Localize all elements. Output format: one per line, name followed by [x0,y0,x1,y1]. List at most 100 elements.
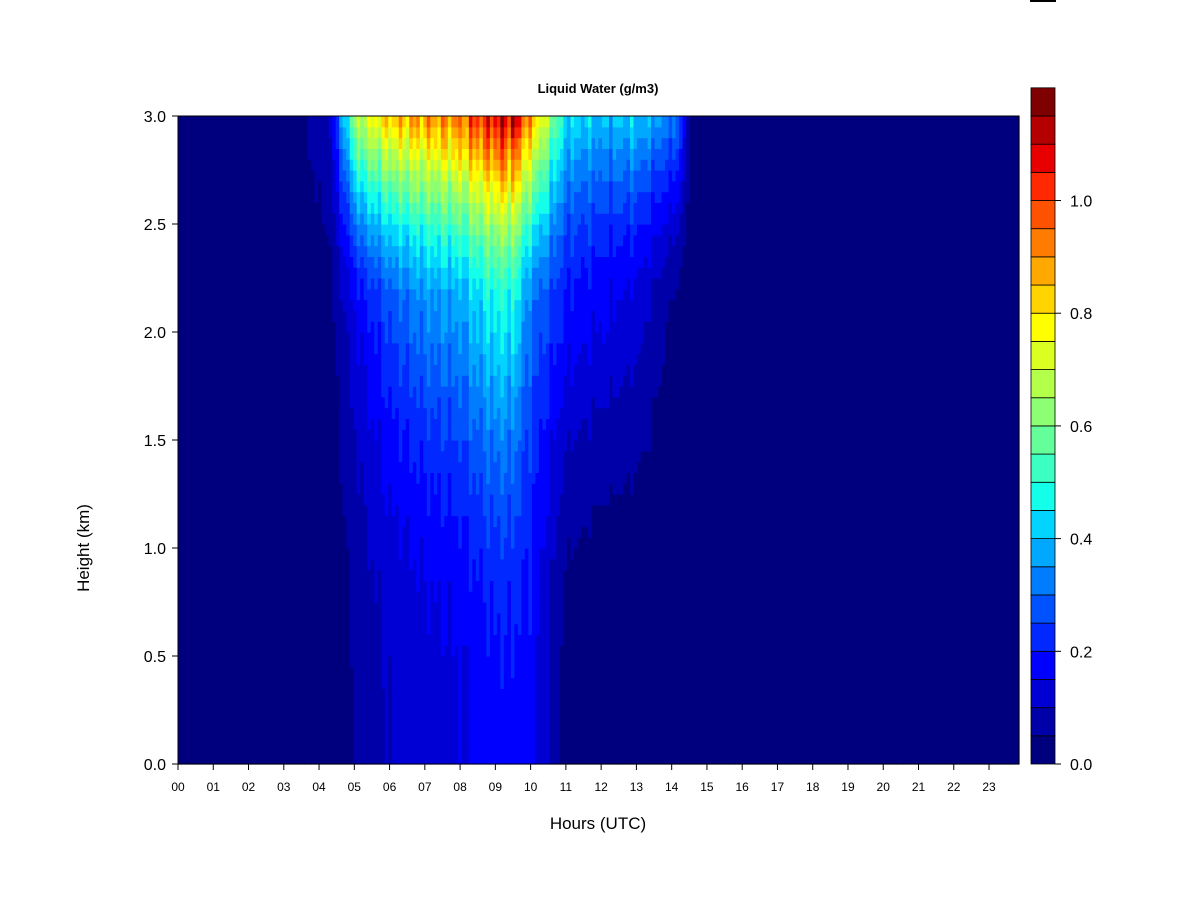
heatmap-cell [188,623,193,635]
heatmap-cell [332,591,337,603]
heatmap-cell [437,720,442,733]
heatmap-cell [300,645,305,657]
heatmap-cell [241,548,246,560]
heatmap-cell [346,321,351,333]
heatmap-cell [391,526,396,538]
heatmap-cell [433,548,438,560]
heatmap-cell [328,710,333,722]
heatmap-cell [332,310,337,322]
heatmap-cell [293,666,298,679]
heatmap-cell [283,461,288,473]
heatmap-cell [353,623,358,635]
heatmap-cell [293,742,298,754]
heatmap-cell [398,666,403,679]
heatmap-cell [444,321,449,333]
heatmap-cell [202,699,207,711]
heatmap-cell [328,375,333,387]
heatmap-cell [412,429,417,441]
heatmap-cell [426,753,431,765]
heatmap-cell [332,440,337,452]
heatmap-cell [202,656,207,668]
heatmap-cell [356,450,361,463]
heatmap-cell [332,656,337,668]
heatmap-cell [199,148,204,160]
heatmap-cell [419,170,424,182]
heatmap-cell [339,548,344,560]
heatmap-cell [202,267,207,279]
heatmap-cell [307,602,312,614]
heatmap-cell [430,267,435,279]
heatmap-cell [426,515,431,527]
heatmap-cell [195,256,200,268]
heatmap-cell [328,353,333,365]
heatmap-cell [314,353,319,365]
heatmap-cell [321,688,326,700]
heatmap-cell [318,375,323,387]
heatmap-cell [391,569,396,581]
heatmap-cell [339,126,344,139]
heatmap-cell [328,753,333,765]
heatmap-cell [437,375,442,387]
heatmap-cell [178,299,183,311]
heatmap-cell [185,213,190,225]
heatmap-cell [206,666,211,679]
heatmap-cell [360,472,365,484]
heatmap-cell [447,159,452,171]
heatmap-cell [391,267,396,279]
heatmap-cell [433,645,438,657]
heatmap-cell [405,148,410,160]
heatmap-cell [178,202,183,214]
heatmap-cell [342,742,347,754]
heatmap-cell [227,656,232,668]
heatmap-cell [311,126,316,139]
heatmap-cell [437,666,442,679]
heatmap-cell [255,483,260,495]
heatmap-cell [304,213,309,225]
heatmap-cell [328,558,333,571]
heatmap-cell [216,332,221,344]
heatmap-cell [251,753,256,765]
heatmap-cell [381,126,386,139]
heatmap-cell [283,472,288,484]
heatmap-cell [465,450,470,463]
heatmap-cell [461,666,466,679]
heatmap-cell [444,569,449,581]
heatmap-cell [444,256,449,268]
heatmap-cell [195,245,200,257]
heatmap-cell [265,699,270,711]
heatmap-cell [381,310,386,322]
heatmap-cell [290,321,295,333]
heatmap-cell [325,116,330,128]
heatmap-cell [318,731,323,743]
heatmap-cell [244,116,249,128]
heatmap-cell [185,688,190,700]
heatmap-cell [433,180,438,193]
heatmap-cell [269,126,274,139]
heatmap-cell [311,699,316,711]
heatmap-cell [458,569,463,581]
heatmap-cell [454,461,459,473]
heatmap-cell [423,645,428,657]
heatmap-cell [370,483,375,495]
heatmap-cell [367,267,372,279]
heatmap-cell [381,278,386,290]
heatmap-cell [237,288,242,301]
heatmap-cell [377,116,382,128]
heatmap-cell [377,126,382,139]
heatmap-cell [195,396,200,409]
heatmap-cell [402,375,407,387]
heatmap-cell [286,375,291,387]
heatmap-cell [241,461,246,473]
heatmap-cell [346,720,351,733]
heatmap-cell [262,407,267,419]
heatmap-cell [451,645,456,657]
heatmap-cell [325,310,330,322]
heatmap-cell [216,753,221,765]
heatmap-cell [367,537,372,549]
heatmap-cell [328,504,333,517]
heatmap-cell [458,558,463,571]
heatmap-cell [458,299,463,311]
heatmap-cell [311,580,316,592]
heatmap-cell [437,612,442,625]
heatmap-cell [279,440,284,452]
